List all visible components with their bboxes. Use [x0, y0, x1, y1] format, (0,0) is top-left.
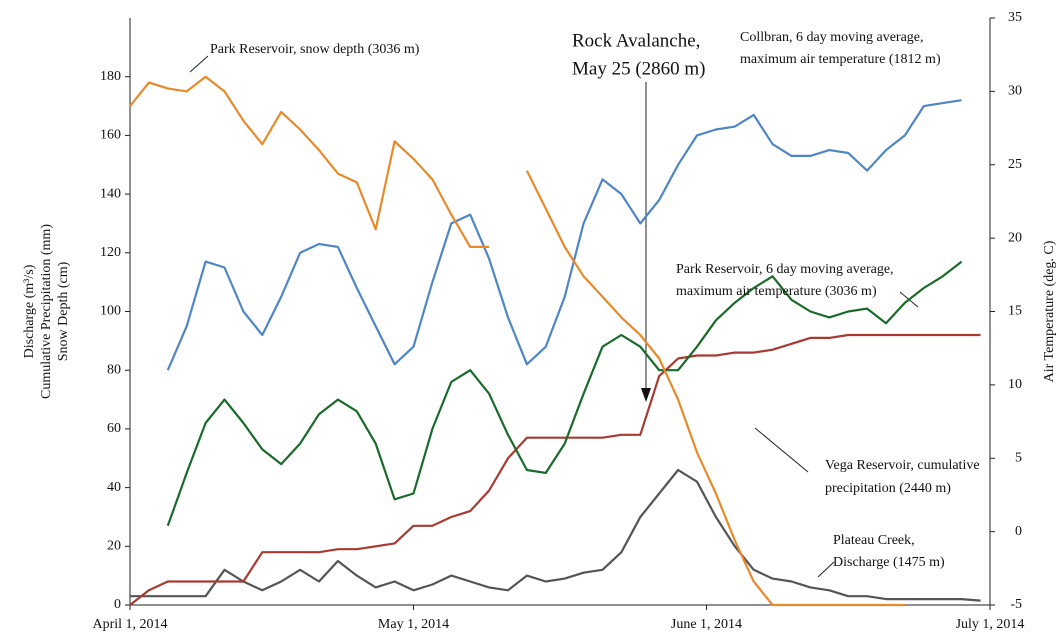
y-axis-title: Cumulative Precipitation (mm) [39, 224, 54, 399]
annotation: Vega Reservoir, cumulative [825, 458, 980, 473]
annotation: Plateau Creek, [833, 533, 915, 548]
leader-line [189, 55, 209, 73]
y2-tick-label: 35 [1008, 10, 1022, 25]
y-tick-label: 0 [114, 597, 121, 612]
x-tick-label: April 1, 2014 [92, 617, 167, 632]
annotation: Park Reservoir, 6 day moving average, [676, 262, 894, 277]
y-tick-label: 60 [107, 421, 121, 436]
annotation: maximum air temperature (1812 m) [740, 52, 941, 67]
y-axis-title: Discharge (m³/s) [22, 264, 37, 358]
series-line [129, 333, 981, 606]
y-tick-label: 180 [100, 69, 121, 84]
annotation: precipitation (2440 m) [825, 481, 951, 496]
series-line [166, 260, 963, 527]
annotation: Park Reservoir, snow depth (3036 m) [210, 42, 420, 57]
y2-tick-label: 0 [1015, 524, 1022, 539]
y-tick-label: 40 [107, 480, 121, 495]
annotation: Collbran, 6 day moving average, [740, 30, 924, 45]
y-tick-label: 140 [100, 186, 121, 201]
y2-tick-label: -5 [1010, 597, 1022, 612]
y-tick-label: 80 [107, 362, 121, 377]
y2-tick-label: 15 [1008, 304, 1022, 319]
leader-line [817, 561, 835, 578]
y2-tick-label: 20 [1008, 230, 1022, 245]
y2-tick-label: 10 [1008, 377, 1022, 392]
series-line [130, 468, 981, 602]
leader-line [754, 427, 809, 473]
y-tick-label: 100 [100, 304, 121, 319]
y2-axis-title: Air Temperature (deg. C) [1042, 240, 1057, 382]
y2-tick-label: 5 [1015, 450, 1022, 465]
x-tick-label: July 1, 2014 [956, 617, 1025, 632]
annotation: May 25 (2860 m) [572, 58, 706, 79]
series-line [166, 99, 962, 371]
series-line [129, 75, 905, 607]
annotation: maximum air temperature (3036 m) [676, 284, 877, 299]
x-tick-label: May 1, 2014 [378, 617, 449, 632]
annotation: Discharge (1475 m) [833, 555, 945, 570]
y2-tick-label: 30 [1008, 84, 1022, 99]
y2-tick-label: 25 [1008, 157, 1022, 172]
y-tick-label: 20 [107, 539, 121, 554]
y-tick-label: 120 [100, 245, 121, 260]
y-tick-label: 160 [100, 128, 121, 143]
x-tick-label: June 1, 2014 [671, 617, 742, 632]
arrow-head [641, 388, 651, 402]
annotation: Rock Avalanche, [572, 30, 700, 51]
y-axis-title: Snow Depth (cm) [56, 261, 71, 361]
